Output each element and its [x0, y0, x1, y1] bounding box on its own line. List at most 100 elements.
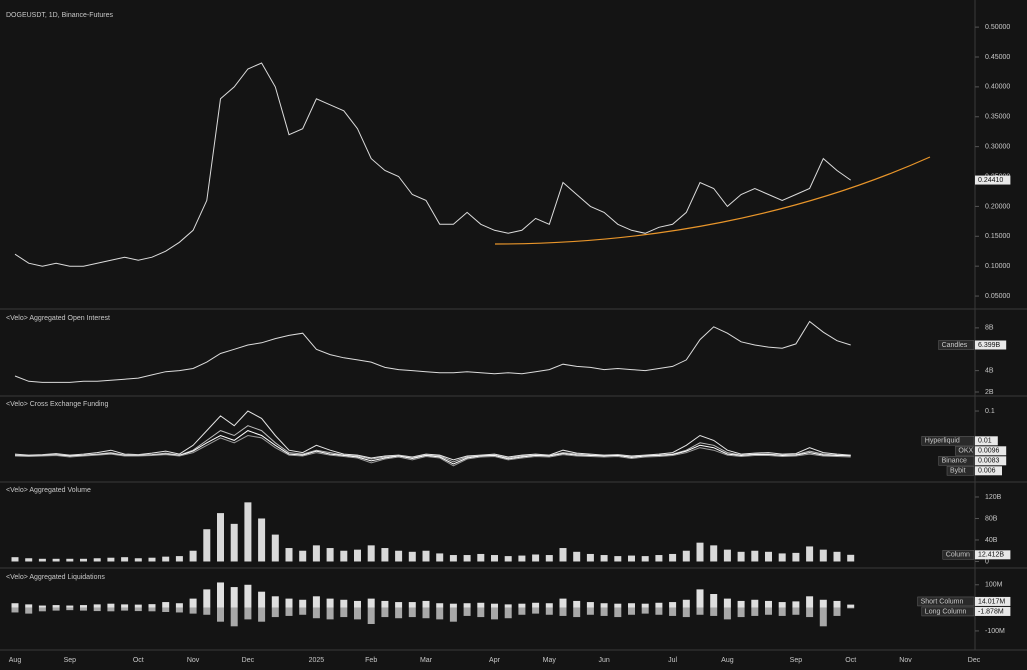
bar — [11, 557, 19, 562]
y-tick-label: 4B — [985, 367, 994, 374]
bar — [491, 555, 498, 562]
y-tick-label: 0.20000 — [985, 203, 1010, 210]
bar — [532, 554, 540, 562]
bar — [93, 607, 101, 612]
bar — [107, 607, 115, 612]
bar — [244, 502, 252, 562]
bar — [847, 554, 855, 562]
bar — [641, 556, 649, 562]
bar — [326, 548, 334, 562]
bar — [559, 548, 567, 562]
bar — [25, 604, 33, 608]
bar — [751, 599, 759, 608]
bar — [641, 607, 649, 614]
bar — [778, 607, 786, 616]
bar — [107, 603, 115, 608]
value-tag-bg — [975, 340, 1007, 350]
y-tick-label: 100M — [985, 582, 1003, 589]
x-tick-label: Mar — [420, 657, 433, 664]
bar — [162, 602, 170, 608]
bar — [600, 607, 608, 616]
bar — [449, 607, 457, 622]
bar — [80, 558, 87, 562]
bar — [134, 604, 142, 608]
bar — [367, 598, 375, 608]
value-tag-bg — [975, 436, 998, 446]
bar — [230, 607, 238, 627]
bar — [710, 594, 718, 608]
bar — [847, 604, 855, 608]
series-line — [14, 425, 851, 463]
bar — [11, 603, 19, 608]
x-tick-label: May — [543, 657, 557, 664]
legend-name: Candles — [942, 342, 968, 349]
bar — [38, 607, 46, 612]
bar — [408, 551, 416, 562]
value-tag: 0.01 — [978, 438, 992, 445]
bar — [518, 555, 526, 562]
value-tag: 14.017M — [978, 598, 1005, 605]
bar — [504, 556, 512, 562]
value-tag: -1.878M — [978, 608, 1004, 615]
x-tick-label: Oct — [845, 657, 856, 664]
bar — [559, 598, 567, 608]
bar — [93, 558, 101, 562]
bar — [175, 603, 183, 608]
x-tick-label: Sep — [790, 657, 803, 664]
bar — [559, 607, 567, 616]
bar — [628, 603, 635, 608]
legend-tag-bg — [942, 550, 975, 560]
bar — [737, 551, 745, 562]
bar — [792, 552, 800, 562]
value-tag-bg — [975, 550, 1011, 560]
bar — [25, 558, 33, 562]
bar — [504, 604, 512, 608]
bar — [751, 550, 759, 562]
y-tick-label: 0.15000 — [985, 233, 1010, 240]
bar — [285, 548, 293, 562]
bar — [230, 523, 238, 562]
bar — [518, 607, 526, 615]
bar — [38, 605, 46, 608]
bar — [203, 589, 211, 608]
bar — [395, 607, 403, 619]
bar — [244, 584, 252, 608]
bar — [600, 603, 608, 608]
bar — [244, 607, 252, 620]
bar — [641, 603, 649, 608]
bar — [710, 607, 718, 616]
y-tick-label: 0.1 — [985, 408, 995, 415]
bar — [217, 513, 224, 562]
bar — [792, 607, 800, 615]
bar — [38, 558, 46, 562]
bar — [271, 534, 279, 562]
y-tick-label: 0.30000 — [985, 143, 1010, 150]
bar — [655, 607, 663, 615]
bar — [189, 550, 197, 562]
bar — [285, 598, 293, 608]
bar — [696, 607, 704, 615]
y-tick-label: 0.35000 — [985, 114, 1010, 121]
bar — [532, 607, 540, 614]
bar — [463, 603, 471, 608]
bar — [80, 605, 87, 608]
value-tag-bg — [975, 446, 1007, 456]
x-tick-label: Nov — [899, 657, 912, 664]
bar — [367, 607, 375, 624]
bar — [778, 553, 786, 562]
y-tick-label: 80B — [985, 515, 998, 522]
bar — [134, 607, 142, 612]
bar — [299, 607, 307, 615]
bar — [312, 607, 320, 619]
x-tick-label: Apr — [489, 657, 501, 664]
bar — [806, 596, 814, 608]
legend-tag-bg — [938, 340, 975, 350]
bar — [354, 549, 361, 562]
value-tag-bg — [975, 466, 1002, 476]
bar — [354, 600, 361, 608]
bar — [573, 551, 581, 562]
bar — [723, 549, 731, 562]
